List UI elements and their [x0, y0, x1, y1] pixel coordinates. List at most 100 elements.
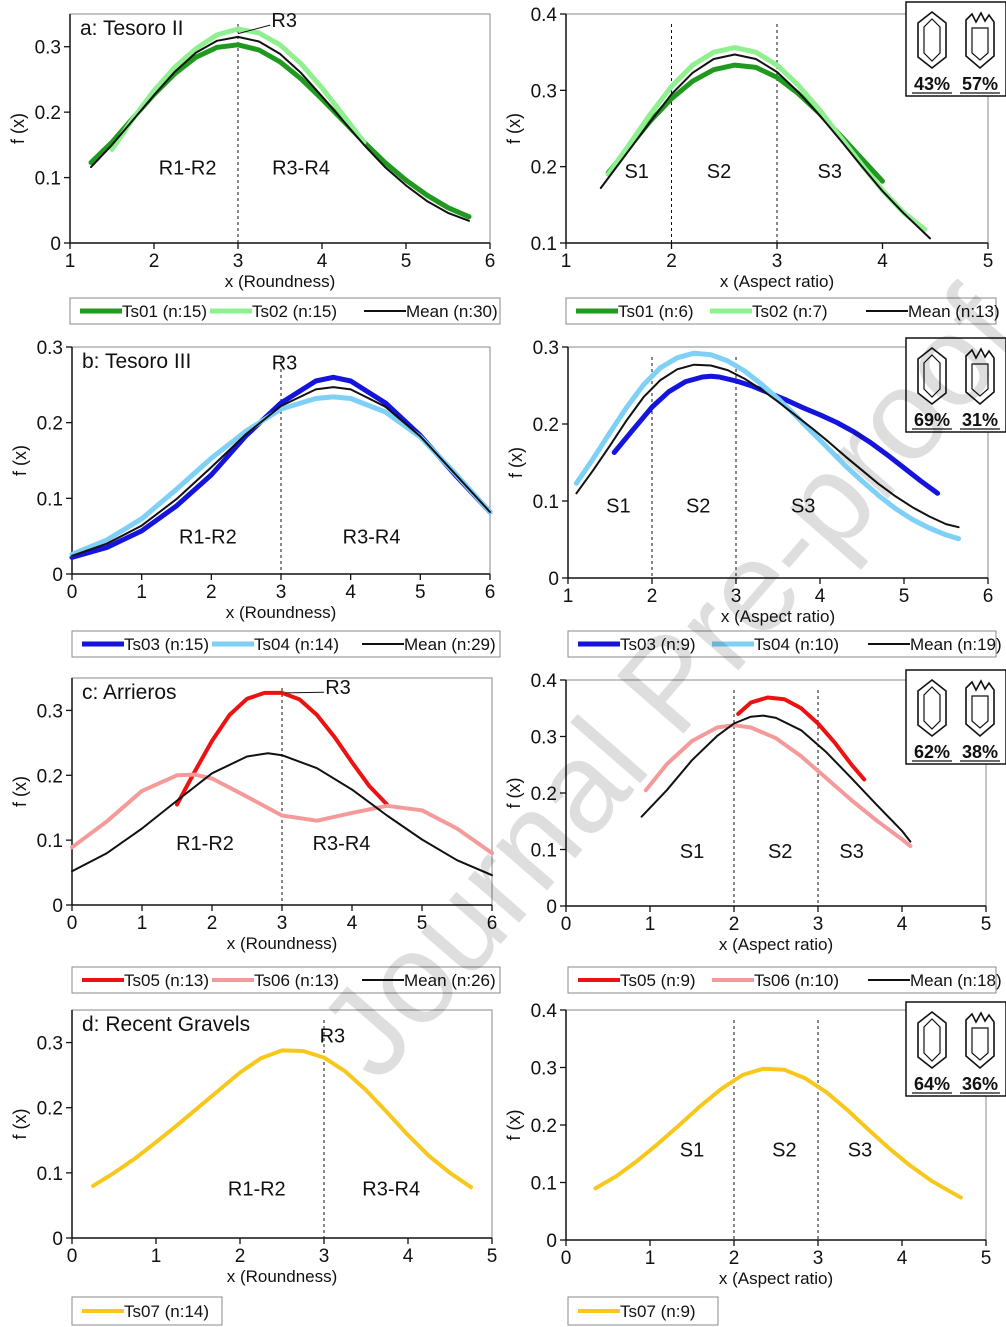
y-tick-label: 0 — [52, 896, 63, 917]
broken-percentage: 36% — [962, 1074, 998, 1094]
broken-percentage: 38% — [962, 742, 998, 762]
y-axis-label: f (x) — [10, 1109, 30, 1140]
y-tick-label: 0.2 — [37, 766, 63, 787]
y-tick-label: 0 — [546, 897, 557, 918]
x-tick-label: 2 — [729, 1248, 740, 1269]
class-annotation: S2 — [772, 1140, 796, 1162]
class-annotation: S2 — [686, 496, 710, 518]
legend-entry: Ts01 (n:15) — [122, 302, 207, 321]
x-axis-label: x (Roundness) — [227, 1267, 338, 1286]
class-annotation: S1 — [606, 496, 630, 518]
y-tick-label: 0.2 — [37, 1099, 63, 1120]
x-tick-label: 5 — [401, 251, 412, 272]
euhedral-percentage: 64% — [914, 1074, 950, 1094]
legend-entry: Ts02 (n:15) — [252, 302, 337, 321]
x-tick-label: 5 — [981, 1248, 992, 1269]
legend-box — [567, 966, 997, 994]
x-tick-label: 2 — [729, 914, 740, 935]
legend-entry: Ts02 (n:7) — [752, 302, 828, 321]
class-annotation: R1-R2 — [159, 157, 217, 179]
x-axis-label: x (Aspect ratio) — [719, 1269, 833, 1288]
x-tick-label: 5 — [981, 914, 992, 935]
legend-entry: Ts04 (n:14) — [254, 635, 339, 654]
panel-title: a: Tesoro II — [80, 17, 184, 40]
y-tick-label: 0.1 — [531, 1174, 557, 1195]
y-axis-label: f (x) — [10, 776, 30, 807]
legend-entry: Mean (n:29) — [404, 635, 496, 654]
broken-crystal-icon — [965, 1011, 995, 1070]
x-tick-label: 5 — [899, 586, 910, 607]
series-line-ts05 — [736, 695, 867, 782]
series-line-ts07 — [593, 1066, 963, 1200]
x-tick-label: 0 — [67, 582, 78, 603]
y-axis-label: f (x) — [504, 1110, 524, 1141]
class-annotation: S1 — [680, 1140, 704, 1162]
legend-box — [567, 630, 997, 658]
shape-icon-box — [905, 669, 1006, 765]
broken-percentage: 57% — [962, 74, 998, 94]
x-tick-label: 6 — [983, 586, 994, 607]
legend-entry: Mean (n:30) — [406, 302, 498, 321]
legend-entry: Ts03 (n:15) — [124, 635, 209, 654]
broken-crystal-icon — [965, 679, 995, 738]
x-axis-label: x (Aspect ratio) — [720, 272, 834, 291]
class-annotation: R3 — [320, 1026, 346, 1048]
series-line-mean — [71, 752, 493, 877]
x-tick-label: 1 — [65, 251, 76, 272]
x-tick-label: 3 — [233, 251, 244, 272]
legend-entry: Ts01 (n:6) — [618, 302, 694, 321]
legend-box — [69, 297, 501, 325]
y-tick-label: 0.2 — [35, 103, 61, 124]
y-axis-label: f (x) — [504, 778, 524, 809]
y-tick-label: 0.3 — [531, 728, 557, 749]
class-annotation: R3 — [325, 677, 351, 699]
x-axis-label: x (Aspect ratio) — [721, 607, 835, 626]
x-tick-label: 0 — [67, 913, 78, 934]
y-tick-label: 0 — [548, 569, 559, 590]
x-tick-label: 3 — [277, 913, 288, 934]
shape-icon-box — [905, 1001, 1006, 1097]
x-tick-label: 1 — [136, 582, 147, 603]
euhedral-crystal-inner-icon — [923, 18, 941, 62]
chart-panel-c-left: 0 1 2 3 4 5 6 0 0.1 0.2 0.3 x (Roundness) f (x) R1-R2… — [10, 677, 501, 994]
x-tick-label: 2 — [207, 913, 218, 934]
euhedral-crystal-icon — [917, 10, 947, 70]
series-line-ts05 — [175, 690, 389, 807]
y-tick-label: 0.4 — [531, 671, 558, 692]
y-tick-label: 0 — [52, 565, 63, 586]
y-tick-label: 0.2 — [531, 1116, 557, 1137]
legend-entry: Ts06 (n:13) — [254, 971, 339, 990]
broken-crystal-inner-icon — [971, 27, 989, 61]
x-tick-label: 5 — [417, 913, 428, 934]
class-annotation: R1-R2 — [179, 527, 237, 549]
legend-entry: Ts05 (n:13) — [124, 971, 209, 990]
chart-panel-d-left: 0 1 2 3 4 5 0 0.1 0.2 0.3 x (Roundness) f (x) R1-R2 R… — [10, 1009, 498, 1326]
panel-title: b: Tesoro III — [82, 350, 191, 373]
x-tick-label: 3 — [813, 914, 824, 935]
x-tick-label: 3 — [731, 586, 742, 607]
class-annotation: R3-R4 — [272, 157, 330, 179]
series-line-mean — [640, 714, 912, 843]
y-axis-label: f (x) — [506, 447, 526, 478]
broken-crystal-icon — [965, 347, 995, 406]
y-tick-label: 0.1 — [35, 169, 61, 190]
class-annotation: S3 — [791, 496, 815, 518]
euhedral-percentage: 62% — [914, 742, 950, 762]
x-tick-label: 2 — [149, 251, 160, 272]
x-tick-label: 5 — [487, 1246, 498, 1267]
legend-entry: Ts05 (n:9) — [620, 971, 696, 990]
y-tick-label: 0.1 — [37, 831, 63, 852]
class-annotation: S2 — [768, 841, 792, 863]
broken-crystal-icon — [965, 11, 995, 70]
x-axis-label: x (Roundness) — [225, 272, 336, 291]
class-annotation: R3-R4 — [343, 527, 401, 549]
y-tick-label: 0.3 — [531, 81, 557, 102]
x-tick-label: 4 — [897, 914, 908, 935]
x-tick-label: 4 — [347, 913, 358, 934]
series-line-ts04 — [69, 394, 493, 557]
legend-entry: Mean (n:13) — [908, 302, 1000, 321]
series-line-mean — [90, 35, 470, 222]
plot-frame — [71, 1009, 493, 1239]
y-tick-label: 0.1 — [531, 841, 557, 862]
